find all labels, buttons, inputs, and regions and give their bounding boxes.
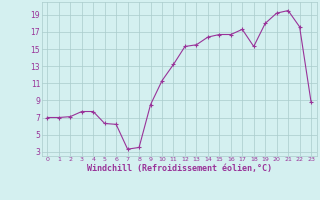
X-axis label: Windchill (Refroidissement éolien,°C): Windchill (Refroidissement éolien,°C) (87, 164, 272, 173)
